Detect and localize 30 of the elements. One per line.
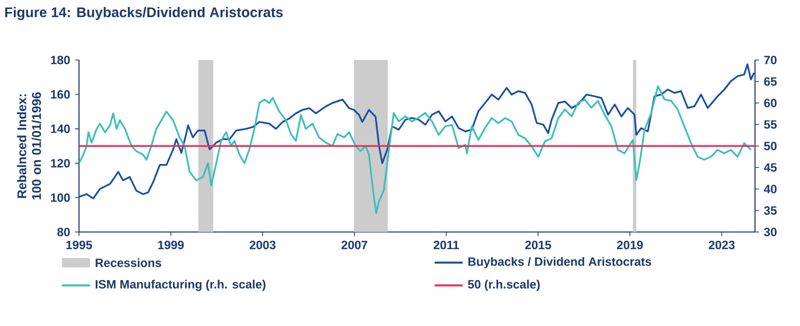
y-tick-label: 140: [51, 124, 70, 134]
y2-tick-label: 65: [764, 77, 777, 86]
y2-tick-label: 40: [764, 184, 777, 194]
y-tick-label: 120: [51, 158, 70, 168]
legend-label: 50 (r.h.scale): [468, 280, 540, 291]
legend-label: Recessions: [96, 258, 162, 268]
y-axis-title: Rebalnced Index: 100 on 01/01/1996: [17, 92, 42, 200]
x-tick-label: 2023: [708, 240, 735, 250]
x-tick-label: 2007: [342, 240, 368, 250]
x-tick-label: 2003: [250, 240, 276, 250]
line-series: [79, 63, 755, 200]
y2-tick-label: 70: [764, 56, 777, 64]
y2-tick-label: 35: [764, 206, 777, 215]
y-tick-label: 160: [51, 90, 70, 99]
y2-tick-label: 45: [764, 163, 777, 172]
y2-tick-label: 30: [764, 228, 777, 236]
x-tick-label: 2015: [525, 240, 552, 250]
y2-tick-label: 60: [764, 98, 777, 108]
x-tick-label: 2011: [434, 240, 459, 250]
legend-label: ISM Manufacturing (r.h. scale): [96, 280, 266, 291]
y2-tick-label: 50: [764, 142, 777, 150]
chart-title: Figure 14: Buybacks/Dividend Aristocrats: [5, 6, 283, 20]
legend-label: Buybacks / Dividend Aristocrats: [468, 257, 652, 268]
y-tick-label: 100: [51, 193, 70, 202]
y-tick-label: 80: [57, 228, 70, 236]
y2-tick-label: 55: [764, 120, 777, 129]
x-tick-label: 2019: [616, 240, 643, 250]
x-tick-label: 1995: [66, 240, 92, 250]
y-tick-label: 180: [51, 56, 70, 64]
x-tick-label: 1999: [158, 240, 184, 250]
